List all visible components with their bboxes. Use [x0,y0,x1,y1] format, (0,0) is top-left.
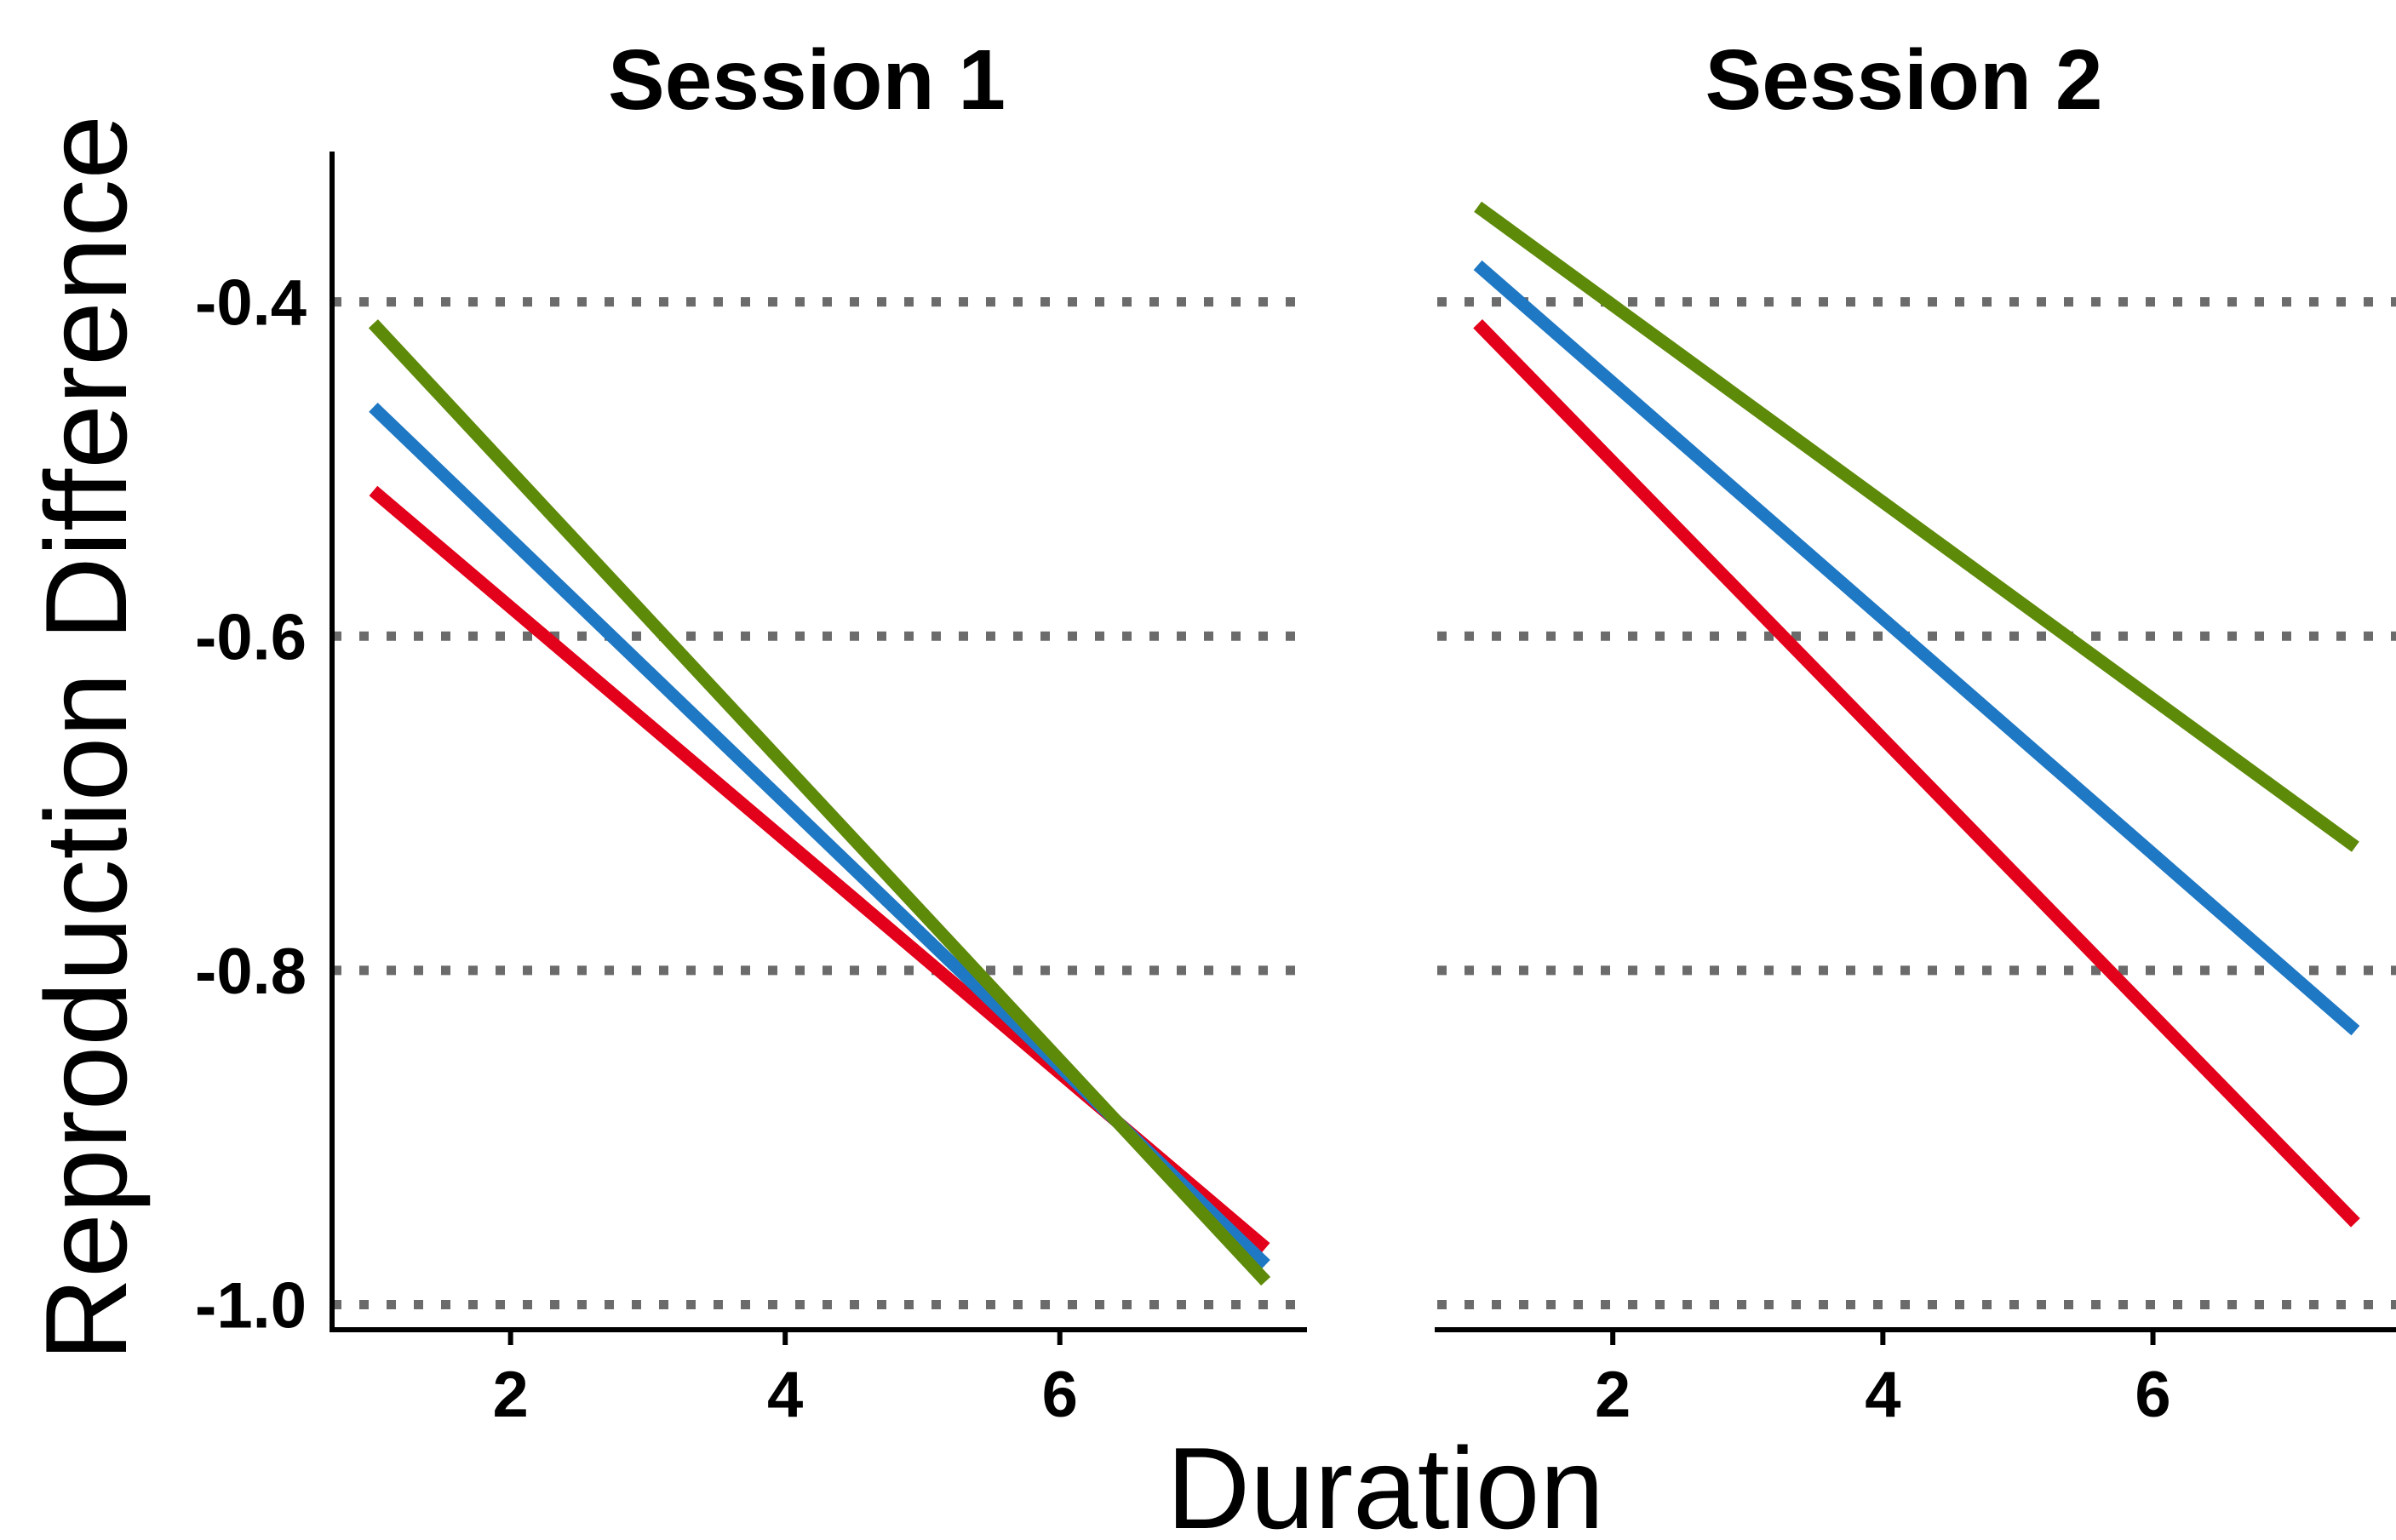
series-line-2 [1473,260,2360,1036]
panel-session-2: Session 2 2 4 6 [1435,32,2396,1431]
y-tick-label: -0.8 [195,936,307,1008]
x-tick-label: 4 [767,1359,803,1431]
x-tick-label: 2 [1595,1359,1631,1431]
x-tick-label: 4 [1865,1359,1900,1431]
panel-title: Session 2 [1705,32,2103,128]
y-tick-label: -1.0 [195,1270,307,1342]
y-tick-label: -0.4 [195,267,307,340]
y-tick-label: -0.6 [195,601,307,673]
x-tick-label: 6 [1042,1359,1078,1431]
x-axis-title: Duration [1166,1423,1604,1540]
series-line-3 [368,319,1271,1286]
series-line-1 [1473,318,2360,1228]
x-tick-label: 2 [493,1359,529,1431]
x-tick-label: 6 [2135,1359,2170,1431]
panel-title: Session 1 [608,32,1006,128]
series-line-3 [1474,201,2359,852]
y-axis-title: Reproduction Difference [21,115,151,1361]
y-axis-tick-labels: -1.0 -0.8 -0.6 -0.4 [195,267,307,1342]
panel-session-1: Session 1 2 4 6 [330,32,1307,1431]
